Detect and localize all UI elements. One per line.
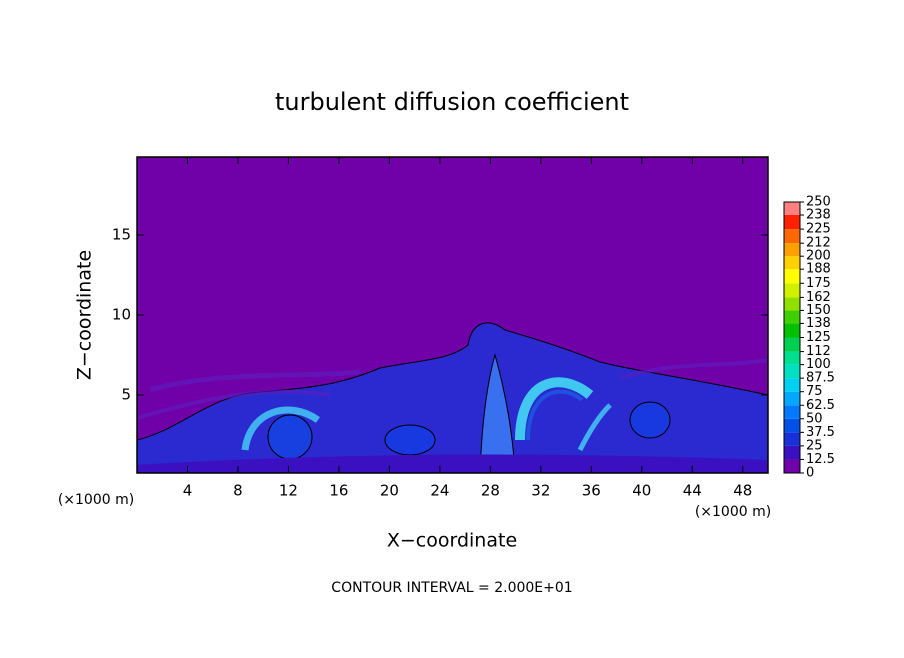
colorbar-frame [783,201,801,474]
colorbar-band [784,323,800,338]
x-unit-label: (×1000 m) [58,492,134,508]
colorbar-label: 62.5 [806,398,835,413]
colorbar-label: 100 [806,357,831,372]
x-tick-label: 20 [380,482,399,500]
colorbar-band [784,310,800,324]
colorbar-band [784,243,800,257]
colorbar-band [784,391,800,406]
x-tick-label: 32 [531,482,550,500]
x-tick-label: 40 [632,482,651,500]
colorbar-label: 188 [806,262,831,277]
x-unit-label: (×1000 m) [695,504,771,520]
colorbar-band [784,229,800,244]
colorbar-label: 125 [806,330,831,345]
colorbar-label: 200 [806,249,831,264]
x-tick-label: 48 [733,482,752,500]
colorbar-band [784,459,800,473]
colorbar-label: 112 [806,344,831,359]
colorbar-band [784,445,800,460]
colorbar-label: 25 [806,438,823,453]
colorbar-band [784,418,800,433]
colorbar-band [784,283,800,298]
colorbar-band [784,432,800,446]
colorbar-label: 162 [806,290,831,305]
x-tick-label: 16 [329,482,348,500]
colorbar-band [784,269,800,284]
colorbar-label: 50 [806,411,823,426]
colorbar-band [784,297,800,311]
x-tick-label: 44 [683,482,702,500]
colorbar-label: 212 [806,236,831,251]
x-tick-label: 36 [582,482,601,500]
colorbar-label: 175 [806,276,831,291]
footer-note: CONTOUR INTERVAL = 2.000E+01 [331,580,572,596]
x-tick-label: 28 [481,482,500,500]
colorbar-label: 150 [806,303,831,318]
y-axis-label: Z−coordinate [74,250,96,380]
colorbar-label: 250 [806,195,831,210]
y-tick-label: 5 [121,386,131,404]
colorbar-band [784,351,800,365]
colorbar-band [784,378,800,392]
colorbar-label: 87.5 [806,371,835,386]
colorbar-label: 238 [806,208,831,223]
colorbar-label: 37.5 [806,425,835,440]
y-tick-label: 15 [112,226,131,244]
colorbar-band [784,405,800,419]
y-tick-label: 10 [112,306,131,324]
colorbar-label: 12.5 [806,452,835,467]
x-tick-label: 8 [233,482,243,500]
colorbar-band [784,256,800,270]
colorbar-label: 138 [806,316,831,331]
colorbar-band [784,215,800,230]
contour-field [136,157,769,474]
colorbar-label: 75 [806,384,823,399]
x-tick-label: 4 [183,482,193,500]
colorbar-band [784,337,800,352]
chart-title: turbulent diffusion coefficient [275,88,629,116]
x-tick-label: 24 [430,482,449,500]
colorbar-band [784,364,800,379]
colorbar-band [784,202,800,216]
colorbar-label: 0 [806,466,814,481]
x-tick-label: 12 [279,482,298,500]
x-axis-label: X−coordinate [387,530,517,552]
colorbar-label: 225 [806,222,831,237]
